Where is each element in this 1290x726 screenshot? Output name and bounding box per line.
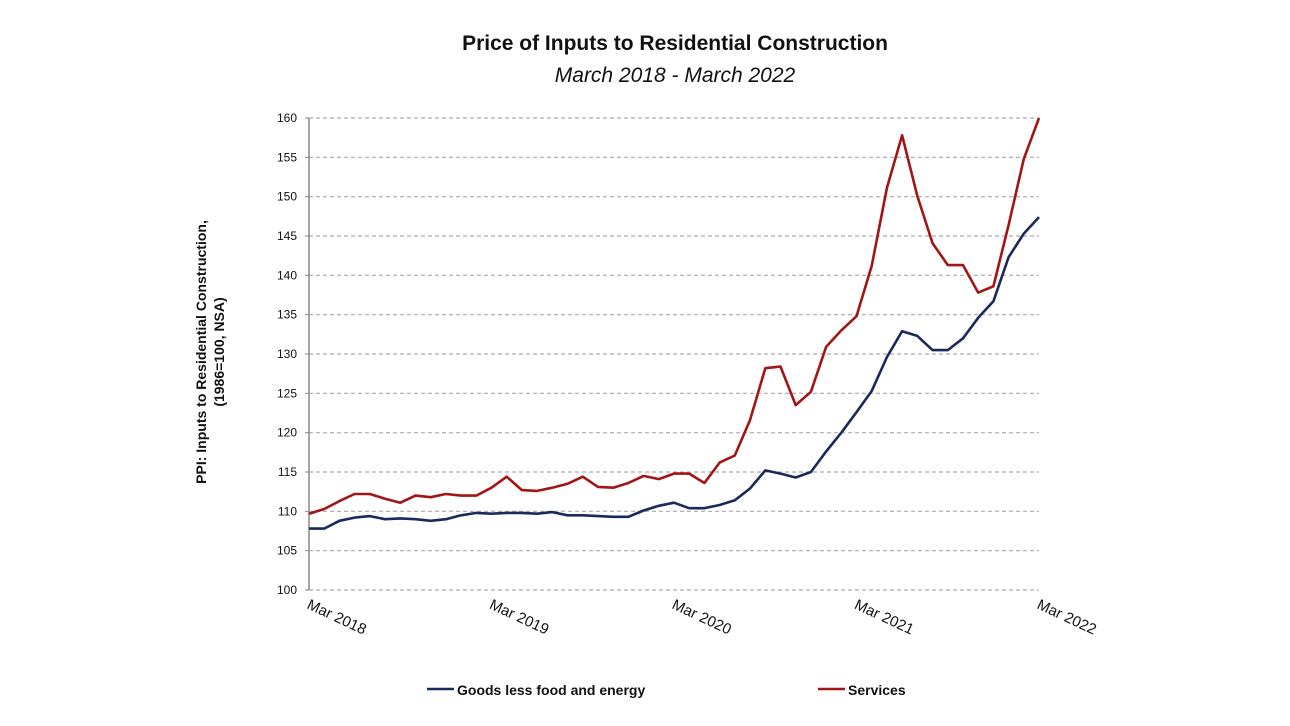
x-tick-label: Mar 2019 [487, 596, 552, 638]
y-tick-label: 120 [277, 426, 297, 440]
x-tick-label: Mar 2020 [669, 596, 734, 638]
y-tick-label: 125 [277, 386, 297, 400]
chart-subtitle: March 2018 - March 2022 [554, 64, 796, 87]
y-axis-label-units: (1986=100, NSA) [211, 297, 227, 406]
x-tick-label: Mar 2018 [304, 596, 369, 638]
y-tick-label: 135 [277, 308, 297, 322]
y-tick-label: 100 [277, 583, 297, 597]
legend-label: Goods less food and energy [457, 682, 645, 698]
legend-label: Services [848, 682, 906, 698]
y-tick-label: 155 [277, 150, 297, 164]
y-tick-label: 140 [277, 268, 297, 282]
x-tick-label: Mar 2022 [1034, 596, 1099, 638]
y-tick-label: 115 [278, 465, 297, 479]
y-tick-label: 105 [277, 544, 297, 558]
chart-title: Price of Inputs to Residential Construct… [462, 32, 888, 55]
y-tick-label: 160 [277, 111, 297, 125]
x-tick-label: Mar 2021 [852, 596, 917, 638]
series-line-services [308, 117, 1041, 515]
y-tick-label: 130 [277, 347, 297, 361]
series-line-goods [309, 216, 1040, 530]
y-tick-label: 150 [277, 190, 297, 204]
y-tick-label: 110 [278, 504, 297, 518]
y-tick-label: 145 [277, 229, 297, 243]
y-axis-label: PPI: Inputs to Residential Construction, [193, 220, 209, 484]
